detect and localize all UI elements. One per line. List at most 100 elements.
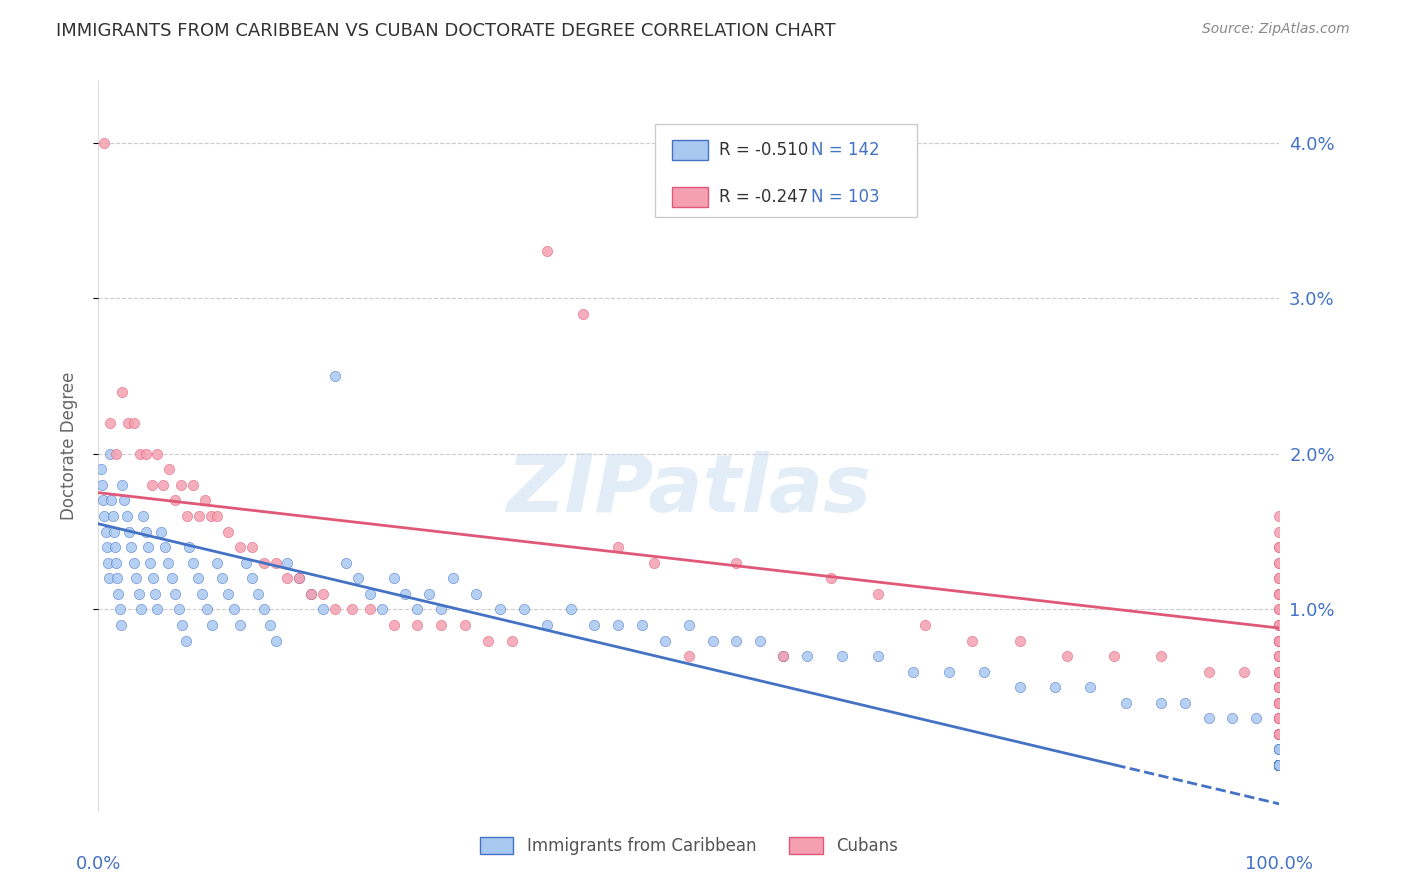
- Point: [276, 571, 298, 585]
- Point: [1268, 633, 1291, 648]
- Point: [312, 587, 335, 601]
- Point: [1268, 758, 1291, 772]
- Point: [135, 524, 157, 539]
- Point: [1268, 758, 1291, 772]
- Point: [1150, 649, 1173, 664]
- Point: [108, 602, 131, 616]
- Point: [489, 602, 512, 616]
- Point: [129, 602, 152, 616]
- Y-axis label: Doctorate Degree: Doctorate Degree: [59, 372, 77, 520]
- Point: [1268, 758, 1291, 772]
- Point: [1268, 696, 1291, 710]
- Point: [1268, 758, 1291, 772]
- Point: [118, 524, 141, 539]
- Point: [571, 307, 593, 321]
- Point: [1198, 665, 1220, 679]
- Point: [1268, 649, 1291, 664]
- Point: [1268, 758, 1291, 772]
- Point: [141, 478, 163, 492]
- Point: [205, 509, 228, 524]
- Point: [246, 587, 269, 601]
- Point: [1268, 633, 1291, 648]
- Point: [112, 493, 135, 508]
- Point: [229, 618, 252, 632]
- Point: [866, 587, 889, 601]
- Point: [1268, 696, 1291, 710]
- Point: [136, 540, 159, 554]
- Point: [1268, 587, 1291, 601]
- Point: [406, 602, 429, 616]
- Point: [702, 633, 724, 648]
- Text: Source: ZipAtlas.com: Source: ZipAtlas.com: [1202, 22, 1350, 37]
- Point: [831, 649, 853, 664]
- Point: [1268, 680, 1291, 694]
- Point: [167, 602, 190, 616]
- Point: [1268, 633, 1291, 648]
- Point: [150, 524, 173, 539]
- Point: [962, 633, 984, 648]
- Point: [1268, 711, 1291, 725]
- Point: [1268, 742, 1291, 756]
- Point: [1268, 758, 1291, 772]
- Point: [1268, 711, 1291, 725]
- Point: [678, 618, 700, 632]
- Point: [1268, 742, 1291, 756]
- Point: [160, 571, 183, 585]
- Point: [115, 509, 138, 524]
- Point: [1268, 618, 1291, 632]
- Point: [914, 618, 936, 632]
- Point: [91, 478, 114, 492]
- Point: [259, 618, 281, 632]
- Point: [1268, 758, 1291, 772]
- Point: [176, 509, 198, 524]
- Point: [1268, 742, 1291, 756]
- Text: ZIPatlas: ZIPatlas: [506, 450, 872, 529]
- Point: [1268, 587, 1291, 601]
- Point: [240, 540, 263, 554]
- Point: [1268, 758, 1291, 772]
- Point: [465, 587, 488, 601]
- Point: [1268, 758, 1291, 772]
- Point: [1268, 556, 1291, 570]
- Point: [143, 587, 166, 601]
- Text: IMMIGRANTS FROM CARIBBEAN VS CUBAN DOCTORATE DEGREE CORRELATION CHART: IMMIGRANTS FROM CARIBBEAN VS CUBAN DOCTO…: [56, 22, 835, 40]
- Point: [181, 478, 204, 492]
- Point: [1268, 758, 1291, 772]
- Point: [253, 556, 276, 570]
- Point: [1268, 618, 1291, 632]
- Point: [1268, 758, 1291, 772]
- Point: [1268, 711, 1291, 725]
- Point: [122, 556, 145, 570]
- Point: [187, 509, 209, 524]
- Point: [1268, 524, 1291, 539]
- Point: [323, 368, 346, 383]
- Point: [121, 540, 143, 554]
- Point: [1268, 649, 1291, 664]
- Point: [1268, 618, 1291, 632]
- Point: [560, 602, 582, 616]
- Point: [125, 571, 148, 585]
- Point: [1268, 711, 1291, 725]
- Point: [194, 493, 217, 508]
- Point: [111, 384, 134, 399]
- Point: [312, 602, 335, 616]
- Point: [654, 633, 676, 648]
- Point: [97, 556, 120, 570]
- Point: [1244, 711, 1267, 725]
- Point: [1268, 758, 1291, 772]
- Point: [1268, 727, 1291, 741]
- Point: [1268, 727, 1291, 741]
- Point: [820, 571, 842, 585]
- Point: [1056, 649, 1078, 664]
- Point: [235, 556, 257, 570]
- Point: [630, 618, 652, 632]
- Point: [191, 587, 214, 601]
- Text: N = 103: N = 103: [811, 188, 879, 206]
- Point: [288, 571, 311, 585]
- Point: [938, 665, 960, 679]
- Point: [1102, 649, 1125, 664]
- Point: [170, 478, 193, 492]
- Point: [229, 540, 252, 554]
- Point: [153, 540, 176, 554]
- Point: [104, 540, 127, 554]
